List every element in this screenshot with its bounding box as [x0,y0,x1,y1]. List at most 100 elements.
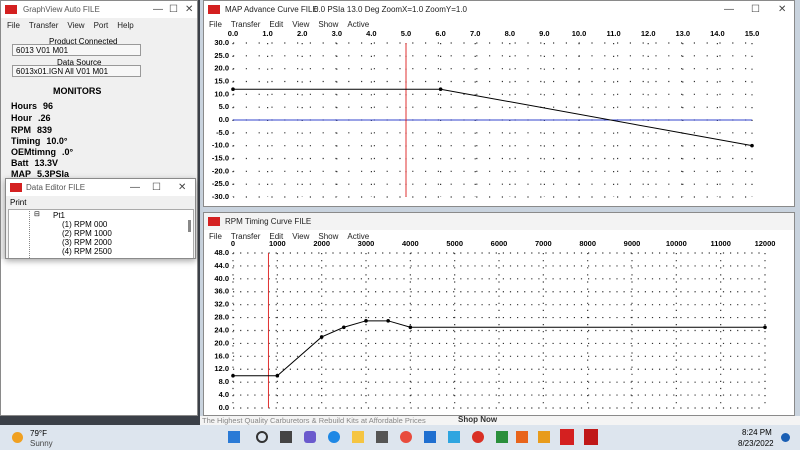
taskbar-icon[interactable] [376,431,388,443]
x-tick-label: 14.0 [710,29,725,38]
menu-item[interactable]: Active [347,232,370,241]
x-tick-label: 11.0 [607,29,621,38]
taskbar-icon[interactable] [516,431,528,443]
x-tick-label: 4000 [402,239,419,248]
menu-item[interactable]: Print [10,198,27,207]
minimize[interactable]: — [130,182,140,193]
y-tick-label: 12.0 [214,364,229,373]
menu-item[interactable]: Transfer [230,232,261,241]
menu-item[interactable]: Edit [269,232,284,241]
x-tick-label: 5.0 [401,29,411,38]
taskbar-icon[interactable] [280,431,292,443]
maximize[interactable]: ☐ [751,4,760,15]
menu-item[interactable]: Help [117,21,134,30]
menu-item[interactable]: Transfer [230,20,261,29]
monitor-row: Batt 13.3V [11,158,58,168]
taskbar-icon[interactable] [496,431,508,443]
notification-badge[interactable] [781,433,790,442]
monitor-value: 5.3PSIa [37,169,70,179]
app-icon [5,5,17,14]
monitor-label: RPM [11,125,31,135]
data-editor-window: Data Editor FILE — ☐ ✕ Print ⊟ Pt1 (1) RPM… [5,178,196,259]
taskbar-icon[interactable] [400,431,412,443]
title-bar: GraphView Auto FILE — ☐ ✕ [1,1,197,18]
monitor-label: Batt [11,158,29,168]
curve-point [763,325,767,330]
start-button[interactable] [228,431,240,443]
close[interactable]: ✕ [185,4,194,15]
taskbar-icon[interactable] [328,431,340,443]
y-tick-label: 30.0 [214,38,229,47]
x-tick-label: 11000 [710,239,730,248]
maximize[interactable]: ☐ [152,182,161,193]
monitor-row: OEMtimng .0° [11,147,73,157]
menu-item[interactable]: View [292,20,310,29]
curve-point [438,87,443,91]
monitors-title: MONITORS [53,86,102,96]
menu-item[interactable]: Active [347,20,370,29]
y-tick-label: -30.0 [212,192,229,201]
monitor-value: 839 [37,125,53,135]
menu-item[interactable]: View [292,232,310,241]
taskbar-icon[interactable] [448,431,460,443]
taskbar-icon[interactable] [472,431,484,443]
monitor-row: Hour .26 [11,113,51,123]
scrollbar[interactable] [188,220,191,232]
curve-point [750,143,754,148]
taskbar-icon[interactable] [424,431,436,443]
search-button[interactable] [256,431,268,443]
clock-date: 8/23/2022 [738,439,774,448]
minimize[interactable]: — [724,4,734,15]
menu-item[interactable]: Transfer [28,21,59,30]
y-tick-label: 16.0 [214,351,229,360]
monitor-value: 96 [43,101,54,111]
curve-point [408,325,413,330]
field-box: 6013x01.IGN All V01 M01 [12,65,141,77]
field-label: Product Connected [49,37,118,46]
weather-condition: Sunny [30,439,53,448]
menu-item[interactable]: File [7,21,20,30]
app-icon [10,183,22,192]
ad-button[interactable]: Shop Now [458,416,498,424]
menu-item[interactable]: View [67,21,85,30]
monitor-row: MAP 5.3PSIa [11,169,69,179]
maximize[interactable]: ☐ [169,4,178,15]
taskbar-icon[interactable] [352,431,364,443]
y-tick-label: 44.0 [214,261,229,270]
x-tick-label: 15.0 [745,29,760,38]
menu-item[interactable]: Edit [269,20,284,29]
menu-item[interactable]: File [209,20,222,29]
taskbar-icon[interactable] [538,431,550,443]
y-tick-label: -5.0 [216,128,229,137]
tree-item[interactable]: (1) RPM 000 [62,220,108,229]
window-title: Data Editor FILE [26,183,86,192]
menu-item[interactable]: File [209,232,222,241]
tree-item[interactable]: (2) RPM 1000 [62,229,112,238]
tree-toggle[interactable]: ⊟ [34,211,40,218]
y-tick-label: 20.0 [214,64,229,73]
menu-item[interactable]: Port [93,21,109,30]
y-tick-label: -20.0 [212,166,229,175]
taskbar: 79°F Sunny 8:24 PM 8/23/2022 [0,425,800,450]
status: 0.0 PSIa 13.0 Deg ZoomX=1.0 ZoomY=1.0 [314,5,467,14]
minimize[interactable]: — [153,4,163,15]
menu-item[interactable]: Show [318,232,339,241]
taskbar-icon[interactable] [304,431,316,443]
x-tick-label: 10.0 [572,29,587,38]
x-tick-label: 7000 [535,239,552,248]
tree-line [29,211,31,258]
taskbar-icon[interactable] [584,429,598,445]
close[interactable]: ✕ [778,4,787,15]
tree-item[interactable]: (3) RPM 2000 [62,238,112,247]
x-tick-label: 8.0 [505,29,515,38]
x-tick-label: 2000 [313,239,330,248]
x-tick-label: 10000 [666,239,687,248]
tree-item[interactable]: (4) RPM 2500 [62,247,112,256]
ad-text: The Highest Quality Carburetors & Rebuil… [202,416,426,425]
curve-point [275,373,280,378]
menu-item[interactable]: Show [318,20,339,29]
close[interactable]: ✕ [178,182,187,193]
taskbar-icon[interactable] [560,429,574,445]
